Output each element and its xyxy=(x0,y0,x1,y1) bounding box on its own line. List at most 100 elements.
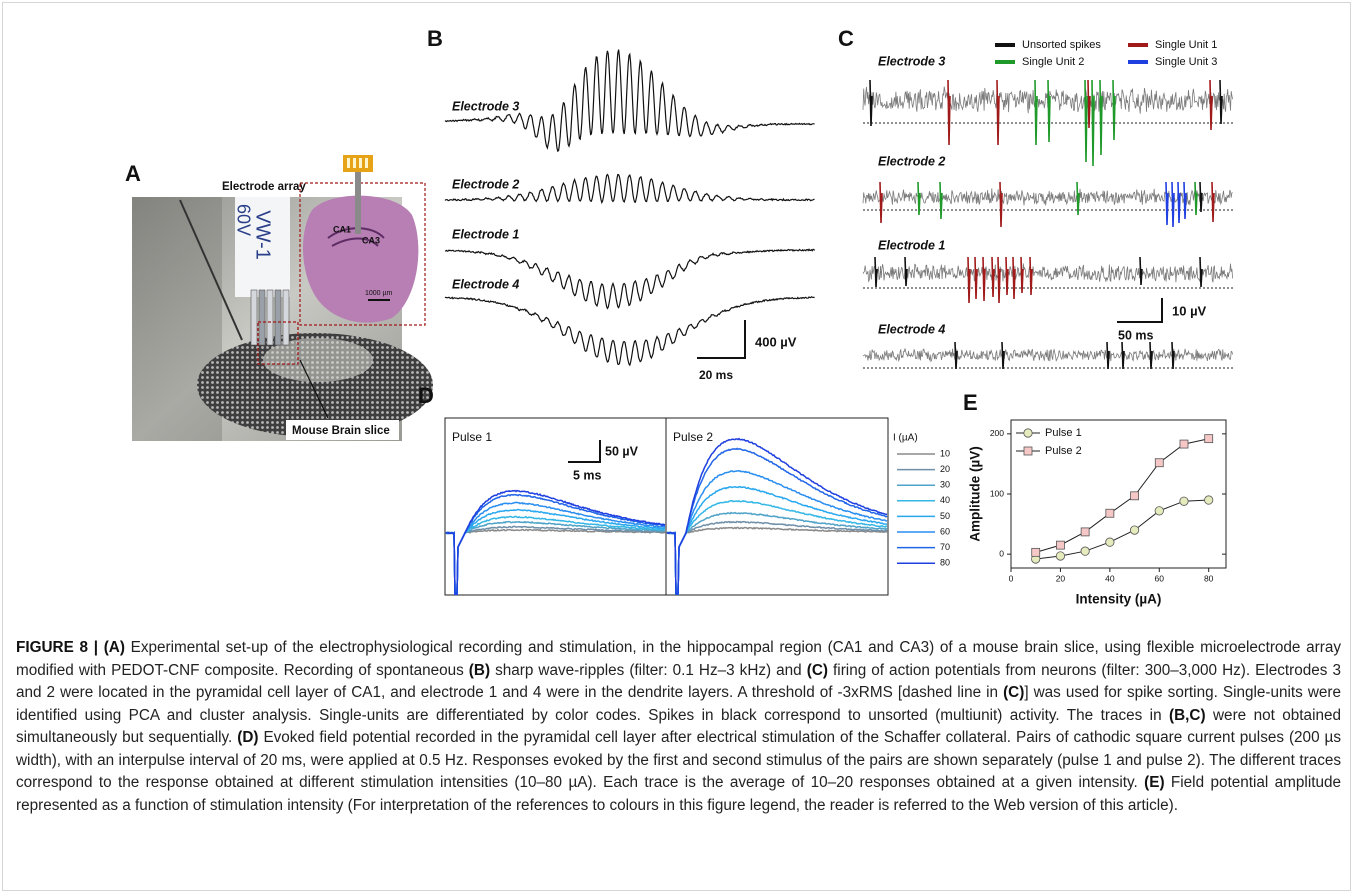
x-axis-label: Intensity (µA) xyxy=(1076,592,1162,607)
spike xyxy=(996,79,1000,146)
trace xyxy=(444,248,816,310)
trace xyxy=(862,188,1233,206)
caption-text: sharp wave-ripples (filter: 0.1 Hz–3 kHz… xyxy=(490,661,807,679)
trace xyxy=(445,528,666,595)
marker xyxy=(1179,439,1189,449)
scale-bar xyxy=(697,320,746,359)
legend-label: 20 xyxy=(940,464,950,474)
spike xyxy=(917,181,921,216)
legend-label: Pulse 1 xyxy=(1045,427,1082,439)
caption-text: (B) xyxy=(468,661,491,679)
panel-label: D xyxy=(418,383,434,408)
y-tick-label: 0 xyxy=(999,548,1004,558)
probe-pad xyxy=(365,158,368,168)
legend-label: Unsorted spikes xyxy=(1022,39,1101,51)
y-axis-label: Amplitude (µV) xyxy=(968,446,983,542)
spike xyxy=(982,256,986,302)
caption-text: (E) xyxy=(1144,774,1165,791)
array-label: Electrode array xyxy=(222,181,306,193)
spike xyxy=(1121,341,1125,370)
spike xyxy=(991,256,995,298)
photo-text: 60V xyxy=(233,204,253,236)
spike xyxy=(947,79,951,146)
trace xyxy=(445,520,666,595)
probe-pad xyxy=(359,158,362,168)
spike xyxy=(939,181,943,220)
scale-label: 50 ms xyxy=(1118,328,1153,342)
marker xyxy=(1080,546,1090,556)
scale-label: 400 µV xyxy=(755,334,797,349)
legend-label: 80 xyxy=(940,558,950,568)
legend-label: Single Unit 1 xyxy=(1155,39,1217,51)
roi-box xyxy=(257,321,299,365)
brain-slice xyxy=(303,195,419,323)
panel-label: E xyxy=(963,390,978,415)
region-label: CA1 xyxy=(333,224,351,234)
slice-label: Mouse Brain slice xyxy=(292,425,390,437)
electrode-shank xyxy=(250,289,258,346)
series-line xyxy=(1035,499,1209,560)
trace xyxy=(444,296,815,367)
spike xyxy=(1001,341,1005,370)
spike xyxy=(1087,79,1091,129)
probe-shank xyxy=(355,172,361,234)
spike xyxy=(974,256,978,300)
scale-label: 5 ms xyxy=(573,468,602,482)
trace xyxy=(666,511,888,595)
legend-label: 70 xyxy=(940,542,950,552)
x-tick-label: 60 xyxy=(1155,573,1165,583)
marker xyxy=(1154,458,1164,468)
x-tick-label: 40 xyxy=(1105,573,1115,583)
caption-text: FIGURE 8 | (A) xyxy=(16,639,125,656)
marker xyxy=(1154,506,1164,516)
electrode-label: Electrode 1 xyxy=(878,238,945,252)
x-tick-label: 20 xyxy=(1056,573,1066,583)
scale-label: 50 µV xyxy=(605,444,639,458)
spike xyxy=(1219,79,1223,125)
spike xyxy=(1171,341,1175,370)
caption-text: (D) xyxy=(237,729,259,746)
spike xyxy=(954,341,958,370)
trace xyxy=(445,515,666,595)
spike xyxy=(1020,256,1024,294)
legend-marker xyxy=(1023,446,1033,456)
trace xyxy=(667,499,888,595)
spike xyxy=(1177,181,1181,224)
trace xyxy=(666,469,888,595)
trace xyxy=(667,437,888,595)
spike xyxy=(1034,79,1038,146)
spike xyxy=(1199,181,1203,213)
pulse-label: Pulse 1 xyxy=(452,430,492,444)
caption-text: Field potential amplitude represented as… xyxy=(16,774,1341,814)
panel-label: B xyxy=(427,26,443,51)
legend-label: 50 xyxy=(940,511,950,521)
spike xyxy=(1183,181,1187,220)
caption-text: (B,C) xyxy=(1169,706,1206,724)
scale-label: 10 µV xyxy=(1172,303,1207,318)
marker xyxy=(1031,547,1041,557)
marker xyxy=(1055,551,1066,561)
trace xyxy=(862,348,1233,363)
trace xyxy=(445,525,666,595)
spike xyxy=(1029,256,1033,296)
marker xyxy=(1105,508,1115,518)
caption-text: Experimental set-up of the electrophysio… xyxy=(16,639,1342,679)
spike xyxy=(1199,256,1203,288)
legend-marker xyxy=(1023,428,1033,438)
trace xyxy=(444,49,815,153)
spike xyxy=(999,181,1003,228)
marker xyxy=(1105,537,1115,547)
panel-label: C xyxy=(838,26,854,51)
spike xyxy=(874,256,878,288)
legend-label: Pulse 2 xyxy=(1045,445,1082,457)
caption-text: Evoked field potential recorded in the p… xyxy=(16,729,1341,791)
marker xyxy=(1204,495,1214,505)
pulse-label: Pulse 2 xyxy=(673,430,713,444)
spike xyxy=(1047,79,1051,143)
spike xyxy=(879,181,883,224)
x-tick-label: 0 xyxy=(1009,573,1014,583)
spike xyxy=(1194,181,1198,216)
spike xyxy=(1091,79,1095,167)
region-label: CA3 xyxy=(362,235,380,245)
legend-label: 40 xyxy=(940,495,950,505)
